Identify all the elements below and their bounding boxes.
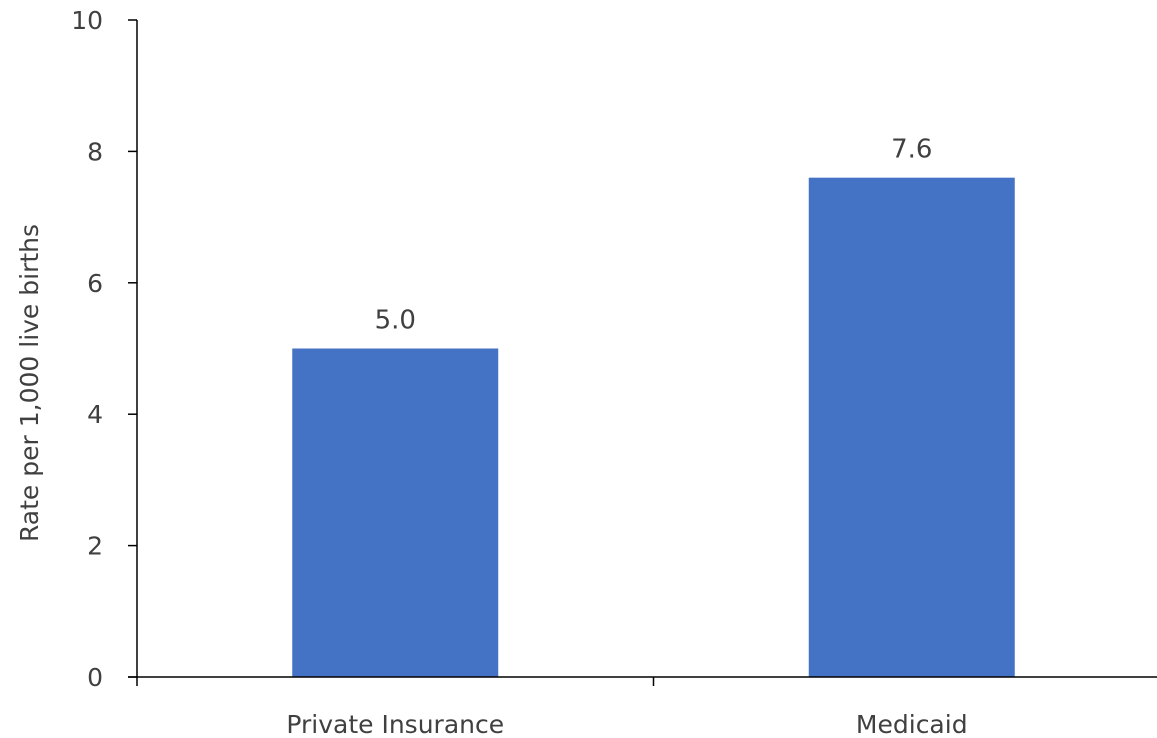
y-tick-label-2: 4 xyxy=(87,400,103,429)
bar-0 xyxy=(292,348,499,677)
data-label-0: 5.0 xyxy=(375,306,416,336)
y-tick-label-4: 8 xyxy=(87,137,103,166)
labels-layer: 5.0 Private Insurance 7.6 Medicaid 0 2 4 6 8 10 xyxy=(71,6,967,738)
y-tick-label-0: 0 xyxy=(87,663,103,692)
x-tick-label-1: Medicaid xyxy=(856,710,968,738)
x-tick-label-0: Private Insurance xyxy=(286,710,504,738)
y-tick-label-3: 6 xyxy=(87,269,103,298)
y-axis-title: Rate per 1,000 live births xyxy=(15,224,44,542)
bar-1 xyxy=(808,177,1015,677)
y-tick-label-1: 2 xyxy=(87,532,103,561)
axes-layer xyxy=(128,19,1157,686)
data-label-1: 7.6 xyxy=(891,135,932,165)
y-tick-label-5: 10 xyxy=(71,6,103,35)
bars-layer xyxy=(292,177,1015,677)
